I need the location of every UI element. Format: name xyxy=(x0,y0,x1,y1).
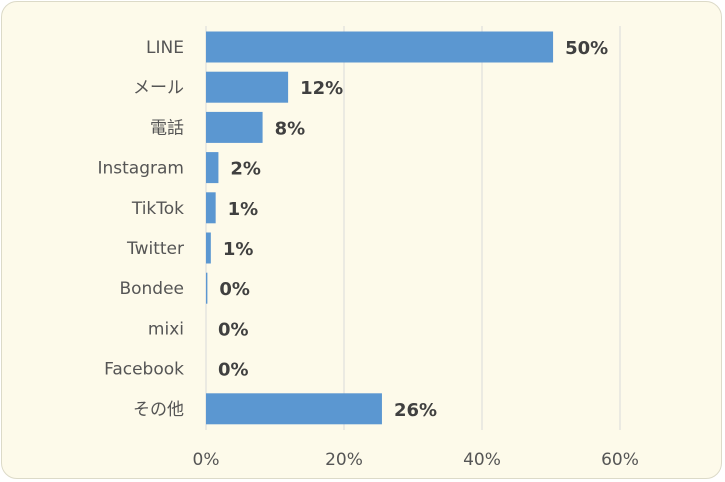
data-label: 50% xyxy=(565,38,608,59)
category-label: Bondee xyxy=(119,279,184,299)
bar xyxy=(206,192,216,224)
bar xyxy=(206,152,219,184)
category-label: 電話 xyxy=(150,118,184,138)
x-tick-label: 60% xyxy=(601,450,639,470)
bar xyxy=(206,111,263,143)
x-tick-label: 40% xyxy=(463,450,501,470)
category-label: Twitter xyxy=(126,239,184,259)
data-label: 2% xyxy=(230,159,261,180)
x-tick-label: 20% xyxy=(325,450,363,470)
category-label: mixi xyxy=(148,319,184,339)
x-tick-label: 0% xyxy=(193,450,220,470)
category-label: TikTok xyxy=(131,199,184,219)
data-label: 12% xyxy=(300,78,343,99)
category-label: LINE xyxy=(146,38,184,58)
category-label: Facebook xyxy=(104,360,184,380)
bars xyxy=(206,31,554,425)
bar xyxy=(206,393,382,425)
category-label: その他 xyxy=(133,400,184,420)
data-label: 1% xyxy=(228,199,259,220)
value-labels: 50% 12% 8% 2% 1% 1% 0% 0% 0% 26% xyxy=(218,38,608,421)
data-label: 1% xyxy=(223,239,254,260)
data-label: 0% xyxy=(218,360,249,381)
data-label: 0% xyxy=(218,319,249,340)
bar xyxy=(206,272,208,304)
category-label: メール xyxy=(133,78,184,98)
bar xyxy=(206,31,554,63)
data-label: 0% xyxy=(219,279,250,300)
data-label: 8% xyxy=(275,118,306,139)
category-label: Instagram xyxy=(98,159,185,179)
bar xyxy=(206,71,289,103)
data-label: 26% xyxy=(394,400,437,421)
x-axis-tick-labels: 0% 20% 40% 60% xyxy=(193,450,639,470)
bar xyxy=(206,232,211,264)
